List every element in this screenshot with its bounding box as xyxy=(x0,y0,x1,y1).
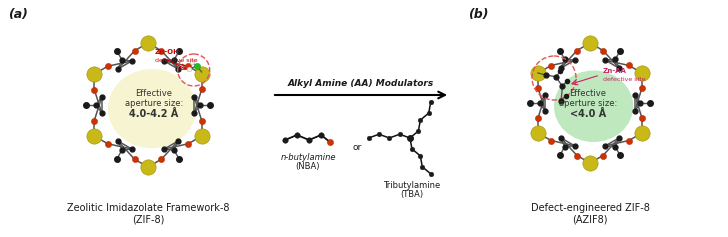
Text: (TBA): (TBA) xyxy=(400,191,424,200)
Text: aperture size:: aperture size: xyxy=(125,99,183,108)
Text: or: or xyxy=(352,143,362,152)
Text: (b): (b) xyxy=(468,8,488,20)
Text: (ZIF-8): (ZIF-8) xyxy=(132,215,165,225)
Ellipse shape xyxy=(108,69,196,148)
Text: Defect-engineered ZIF-8: Defect-engineered ZIF-8 xyxy=(531,203,649,213)
Text: Zn-AA: Zn-AA xyxy=(603,68,627,74)
Text: (a): (a) xyxy=(8,8,28,20)
Text: (AZIF8): (AZIF8) xyxy=(572,215,608,225)
Text: Effective: Effective xyxy=(135,88,173,97)
Text: Alkyl Amine (AA) Modulators: Alkyl Amine (AA) Modulators xyxy=(288,79,434,88)
Text: Effective: Effective xyxy=(569,88,606,97)
Text: aperture size:: aperture size: xyxy=(559,99,617,108)
Text: defective site: defective site xyxy=(603,77,646,82)
Text: Zeolitic Imidazolate Framework-8: Zeolitic Imidazolate Framework-8 xyxy=(67,203,229,213)
Text: (NBA): (NBA) xyxy=(296,163,320,172)
Text: <4.0 Å: <4.0 Å xyxy=(570,109,606,119)
Text: defective site: defective site xyxy=(154,58,197,63)
Text: Zn-OH: Zn-OH xyxy=(154,49,180,55)
Ellipse shape xyxy=(554,70,633,142)
Text: n-butylamine: n-butylamine xyxy=(280,152,336,161)
Text: Tributylamine: Tributylamine xyxy=(384,181,440,190)
Text: 4.0-4.2 Å: 4.0-4.2 Å xyxy=(130,109,178,119)
